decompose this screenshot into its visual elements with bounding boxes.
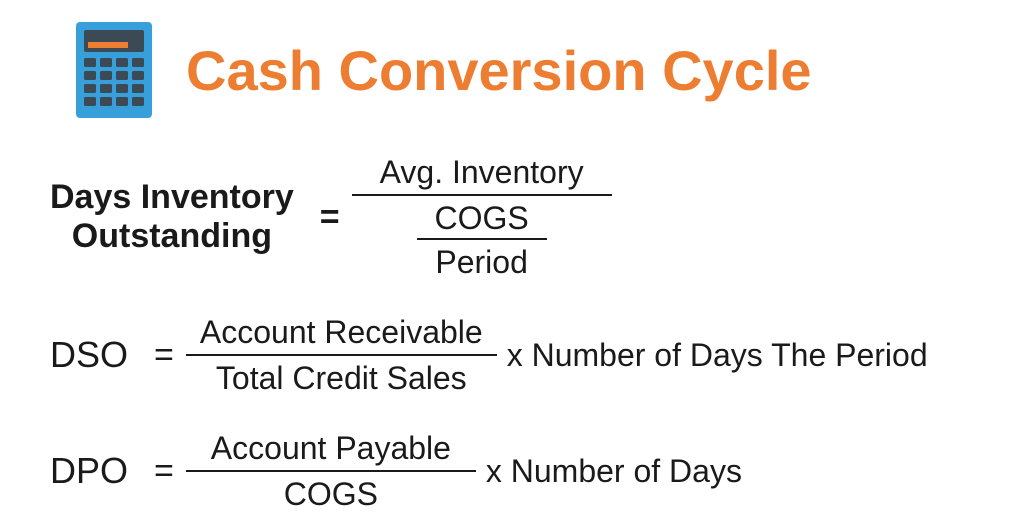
dso-fraction: Account Receivable Total Credit Sales: [186, 310, 497, 400]
dio-denominator: COGS Period: [403, 196, 561, 284]
formula-dio: Days Inventory Outstanding = Avg. Invent…: [50, 150, 984, 284]
dpo-suffix: x Number of Days: [486, 453, 742, 490]
equals-sign: =: [154, 452, 174, 491]
header: Cash Conversion Cycle: [70, 20, 984, 120]
equals-sign: =: [320, 198, 340, 237]
dso-numerator: Account Receivable: [186, 310, 497, 356]
dio-label-line2: Outstanding: [50, 217, 294, 256]
dio-numerator: Avg. Inventory: [352, 150, 612, 196]
dio-fraction: Avg. Inventory COGS Period: [352, 150, 612, 284]
dio-label: Days Inventory Outstanding: [50, 178, 294, 256]
dio-denom-denominator: Period: [435, 240, 528, 282]
dso-denominator: Total Credit Sales: [186, 356, 496, 400]
dpo-label: DPO: [50, 450, 128, 491]
equals-sign: =: [154, 336, 174, 375]
dio-denom-numerator: COGS: [417, 198, 547, 240]
page-title: Cash Conversion Cycle: [186, 38, 812, 103]
formula-dso: DSO = Account Receivable Total Credit Sa…: [50, 310, 984, 400]
dpo-numerator: Account Payable: [186, 426, 476, 472]
calculator-icon: [70, 20, 158, 120]
formula-dpo: DPO = Account Payable COGS x Number of D…: [50, 426, 984, 516]
dpo-denominator: COGS: [186, 472, 476, 516]
dso-suffix: x Number of Days The Period: [507, 337, 928, 374]
dpo-fraction: Account Payable COGS: [186, 426, 476, 516]
dio-label-line1: Days Inventory: [50, 178, 294, 217]
dso-label: DSO: [50, 334, 128, 375]
